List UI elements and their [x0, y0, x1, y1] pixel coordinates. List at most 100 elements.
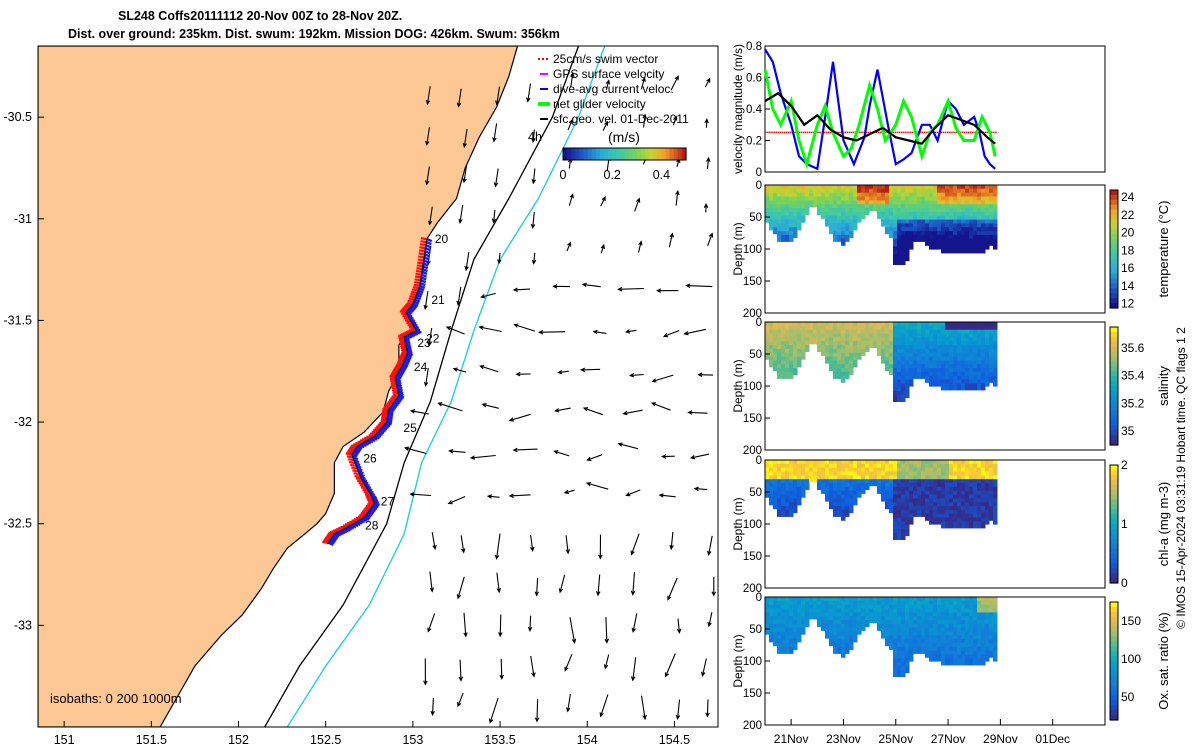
section-cell: [977, 597, 982, 604]
section-cell: [889, 329, 894, 337]
section-cell: [949, 352, 954, 360]
section-cell: [857, 597, 862, 604]
section-cell: [989, 192, 994, 200]
section-cell: [961, 379, 966, 387]
section-cell: [937, 211, 942, 219]
section-cell: [869, 325, 874, 333]
section-cell: [825, 600, 830, 608]
section-colorbar-segment: [1110, 288, 1118, 294]
section-colorbar-segment: [1110, 229, 1118, 235]
section-cell: [893, 486, 898, 494]
section-cell: [793, 185, 798, 192]
dive-avg-vector: [370, 507, 377, 512]
swim-vector: [389, 375, 396, 379]
section-cell: [969, 490, 974, 498]
section-cell: [801, 185, 806, 192]
section-cell: [921, 463, 926, 471]
section-cell: [937, 242, 942, 250]
section-cell: [901, 258, 906, 265]
section-cell: [953, 650, 958, 658]
section-cell: [949, 215, 954, 223]
section-cell: [877, 211, 882, 219]
section-cell: [833, 333, 838, 341]
section-cell: [793, 498, 798, 506]
current-arrow: [637, 240, 643, 253]
section-cell: [889, 188, 894, 196]
section-cell: [837, 506, 842, 514]
section-cell: [785, 471, 790, 479]
section-cell: [909, 360, 914, 368]
current-arrow: [430, 697, 435, 717]
section-cell: [777, 345, 782, 352]
section-cell: [905, 227, 910, 235]
section-cell: [777, 204, 782, 212]
section-cell: [909, 635, 914, 643]
section-cell: [777, 475, 782, 483]
section-colorbar-tick-label: 35.4: [1121, 369, 1145, 383]
section-cell: [885, 337, 890, 345]
section-cell: [957, 368, 962, 376]
section-cell: [897, 383, 902, 391]
section-cell: [869, 479, 874, 487]
section-cell: [973, 379, 978, 387]
section-cell: [973, 352, 978, 360]
section-cell: [985, 506, 990, 514]
section-cell: [769, 345, 774, 352]
section-cell: [853, 196, 858, 204]
section-cell: [837, 463, 842, 471]
section-cell: [993, 597, 998, 604]
section-cell: [809, 196, 814, 204]
section-colorbar-tick-label: 35.6: [1121, 341, 1145, 355]
section-cell: [945, 356, 950, 364]
swim-reference-dot: [783, 131, 786, 134]
section-cell: [817, 620, 822, 627]
section-cell: [993, 234, 998, 242]
current-arrow: [592, 329, 607, 335]
section-cell: [857, 467, 862, 475]
section-cell: [901, 506, 906, 514]
section-cell: [981, 517, 986, 525]
section-cell: [957, 192, 962, 200]
colorbar-segment: [645, 148, 650, 160]
section-cell: [837, 348, 842, 356]
section-cell: [921, 600, 926, 608]
section-cell: [901, 533, 906, 540]
section-cell: [769, 325, 774, 333]
section-colorbar-segment: [1110, 440, 1118, 446]
section-cell: [913, 646, 918, 654]
section-cell: [789, 345, 794, 352]
section-cell: [965, 635, 970, 643]
section-cell: [933, 486, 938, 494]
section-cell: [929, 463, 934, 471]
section-y-tick-label: 150: [743, 413, 762, 425]
dive-avg-vector: [403, 359, 410, 364]
section-cell: [893, 215, 898, 223]
section-cell: [889, 223, 894, 231]
section-cell: [985, 635, 990, 643]
section-cell: [937, 490, 942, 498]
section-cell: [821, 483, 826, 490]
section-cell: [901, 670, 906, 677]
section-cell: [909, 654, 914, 662]
section-cell: [897, 371, 902, 379]
section-cell: [909, 498, 914, 506]
swim-vector: [406, 321, 413, 325]
section-cell: [905, 204, 910, 212]
section-cell: [841, 597, 846, 604]
section-cell: [925, 608, 930, 616]
section-cell: [849, 188, 854, 196]
section-cell: [825, 460, 830, 467]
section-cell: [789, 627, 794, 635]
current-arrow: [531, 129, 536, 144]
section-cell: [837, 223, 842, 231]
section-cell: [989, 612, 994, 620]
section-cell: [965, 208, 970, 215]
section-cell: [805, 616, 810, 624]
section-cell: [833, 329, 838, 337]
section-cell: [977, 646, 982, 654]
section-cell: [981, 246, 986, 254]
section-cell: [873, 322, 878, 329]
section-cell: [897, 254, 902, 262]
section-cell: [853, 188, 858, 196]
section-cell: [837, 227, 842, 235]
